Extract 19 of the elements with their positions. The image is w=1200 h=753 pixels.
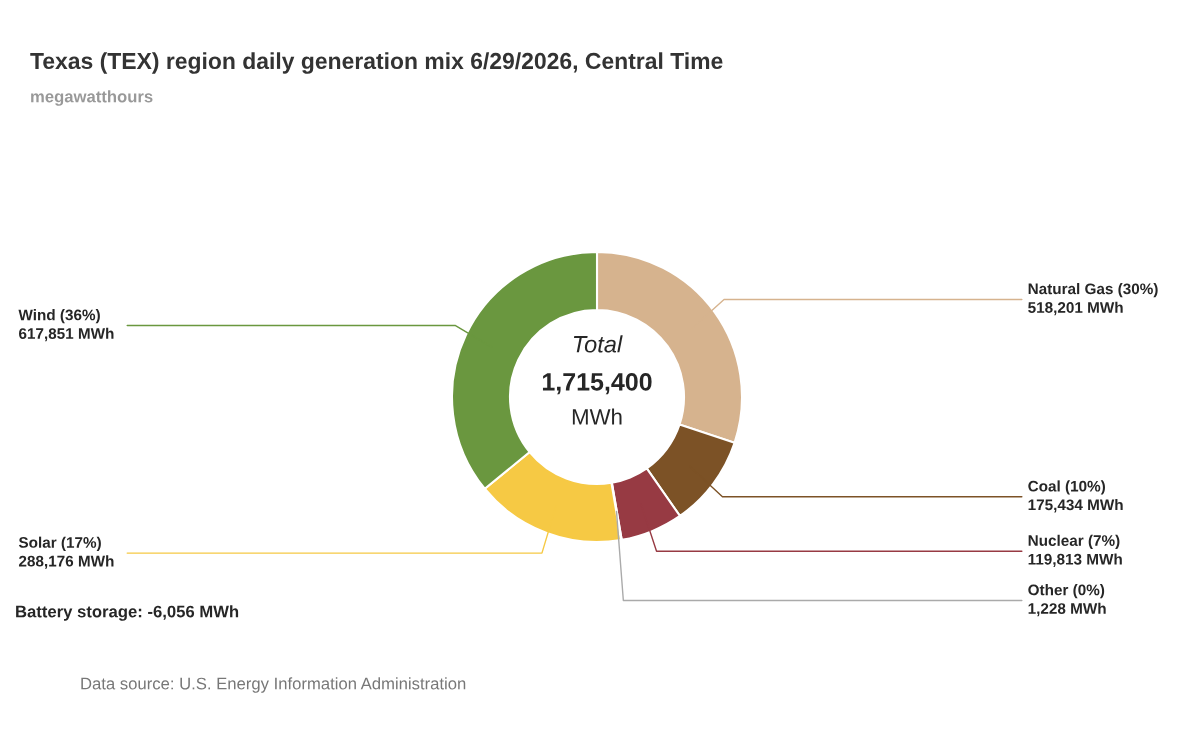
- source-note: Data source: U.S. Energy Information Administration: [81, 677, 466, 693]
- text: Total: [573, 335, 623, 353]
- slice-label: Wind (36%): [18, 309, 100, 324]
- data-label: 1,228 MWh: [1028, 602, 1106, 617]
- data-label: 617,851 MWh: [19, 327, 114, 342]
- chart-subtitle: megawatthours: [31, 90, 153, 106]
- data-label: 288,176 MWh: [18, 555, 114, 569]
- chart-title: Texas (TEX) region daily generation mix 6/29/2026, Central Time: [30, 52, 723, 74]
- slice-label: Other (0%): [1028, 584, 1105, 599]
- text: 1,715,400: [542, 372, 652, 395]
- slice-label: Solar (17%): [18, 536, 101, 551]
- slice-label: Nuclear (7%): [1028, 534, 1120, 550]
- slice-label: Natural Gas (30%): [1028, 283, 1158, 298]
- text: MWh: [572, 408, 622, 425]
- text: Battery storage: -6,056 MWh: [16, 605, 239, 621]
- data-label: 175,434 MWh: [1028, 499, 1123, 513]
- data-label: 119,813 MWh: [1028, 553, 1122, 567]
- data-label: 518,201 MWh: [1028, 301, 1123, 316]
- slice-label: Coal (10%): [1028, 480, 1105, 495]
